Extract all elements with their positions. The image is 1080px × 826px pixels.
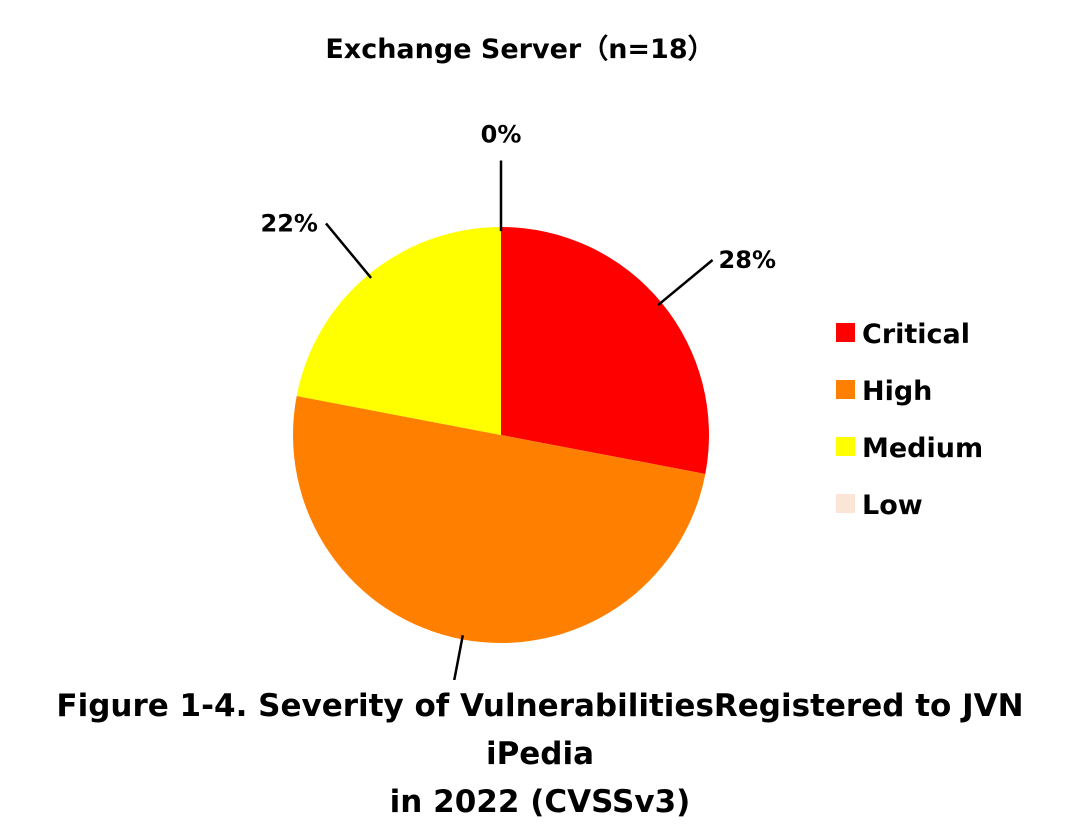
legend-swatch-medium bbox=[836, 437, 855, 456]
pie-slice-critical bbox=[501, 227, 709, 474]
legend-label-low: Low bbox=[862, 490, 923, 521]
legend: Critical High Medium Low bbox=[836, 319, 983, 521]
legend-label-high: High bbox=[862, 376, 932, 407]
legend-label-medium: Medium bbox=[862, 433, 983, 464]
data-labels: 28%50%22%0% bbox=[261, 120, 776, 274]
pie-chart: Exchange Server（n=18） 28%50%22%0% Critic… bbox=[261, 34, 983, 680]
leader-line-medium bbox=[325, 222, 373, 279]
legend-swatch-critical bbox=[836, 323, 855, 342]
pie-slice-medium bbox=[296, 227, 501, 435]
caption-line-1: Figure 1-4. Severity of VulnerabilitiesR… bbox=[56, 688, 1024, 772]
leader-lines bbox=[325, 160, 714, 680]
leader-line-high bbox=[452, 634, 465, 680]
pie-slice-high bbox=[293, 396, 706, 643]
legend-label-critical: Critical bbox=[862, 319, 970, 350]
data-label-critical: 28% bbox=[719, 246, 776, 274]
data-label-low: 0% bbox=[481, 120, 522, 148]
pie-slices bbox=[293, 227, 709, 643]
data-label-medium: 22% bbox=[261, 209, 318, 237]
legend-swatch-high bbox=[836, 380, 855, 399]
chart-title: Exchange Server（n=18） bbox=[325, 34, 714, 65]
caption-line-2: in 2022 (CVSSv3) bbox=[389, 784, 691, 820]
leader-line-critical bbox=[657, 259, 714, 307]
legend-swatch-low bbox=[836, 494, 855, 513]
figure-caption: Figure 1-4. Severity of VulnerabilitiesR… bbox=[0, 682, 1080, 826]
